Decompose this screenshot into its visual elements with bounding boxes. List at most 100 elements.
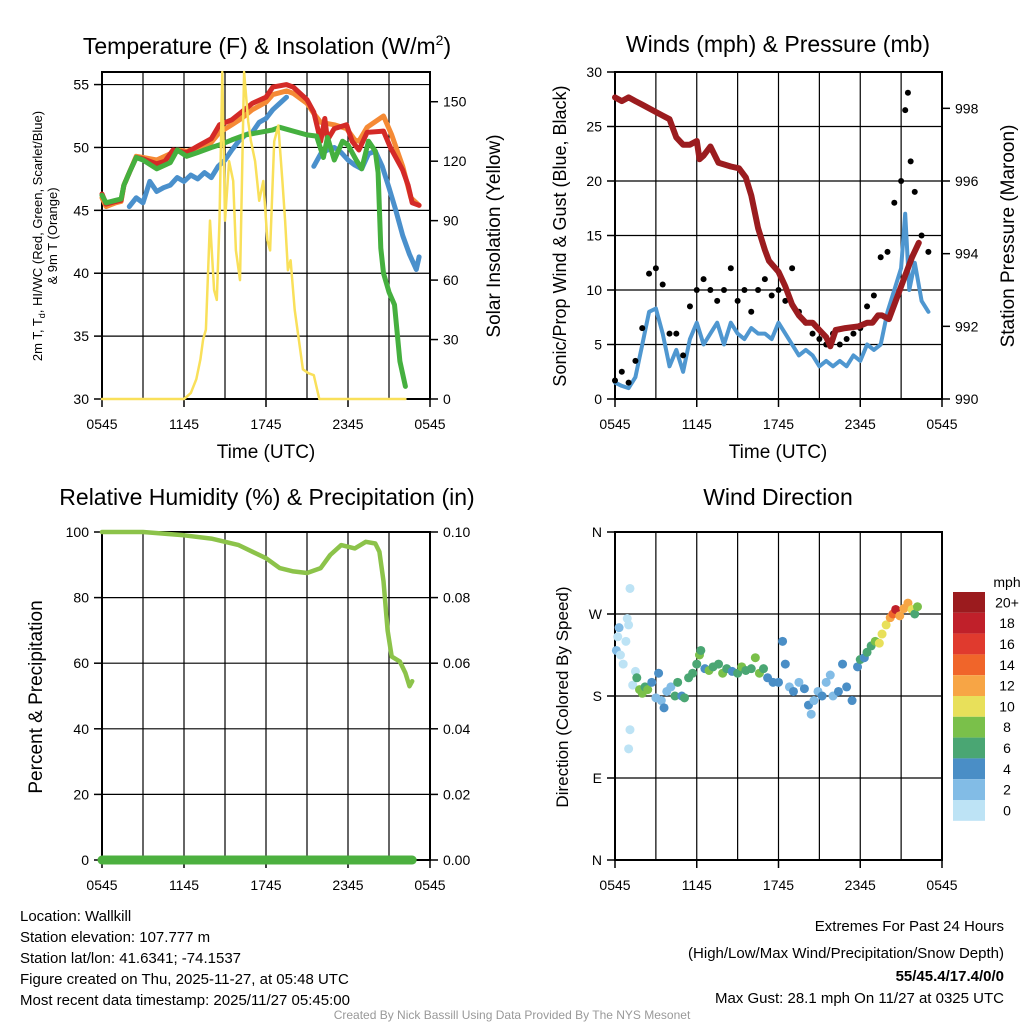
y-tick-label: 100 <box>66 524 90 540</box>
x-tick-label: 0545 <box>414 877 445 893</box>
y-tick-label: N <box>592 852 602 868</box>
gust-point <box>618 368 625 375</box>
gust-point <box>768 292 775 299</box>
pressure-y-axis-label: Station Pressure (Maroon) <box>998 125 1019 348</box>
wind-direction-point <box>679 693 689 703</box>
temperature-y-axis-label-line1: 2m T, Td, HI/WC (Red, Green, Scarlet/Blu… <box>30 111 47 361</box>
extremes-title: Extremes For Past 24 Hours <box>815 918 1004 935</box>
series-line-relative-humidity <box>99 529 415 689</box>
y2-tick-label: 0.02 <box>443 786 470 802</box>
y2-tick-label: 60 <box>443 272 459 288</box>
y-tick-label: 30 <box>586 64 602 80</box>
y-tick-label: S <box>593 688 602 704</box>
x-tick-label: 2345 <box>845 416 876 432</box>
wind-direction-point <box>696 645 706 655</box>
wind-direction-point <box>624 744 634 754</box>
x-tick-label: 1745 <box>250 877 281 893</box>
gust-point <box>693 287 700 293</box>
x-tick-label: 1745 <box>763 416 794 432</box>
legend-label: 0 <box>1003 802 1011 818</box>
wind-direction-point <box>825 670 835 680</box>
wind-direction-point <box>670 691 680 701</box>
y2-tick-label: 992 <box>955 318 979 334</box>
wind-direction-point <box>788 686 798 696</box>
legend-label: 4 <box>1003 761 1011 777</box>
wind-direction-point <box>821 677 831 687</box>
x-tick-label: 2345 <box>845 877 876 893</box>
gust-point <box>843 336 850 343</box>
x-tick-label: 0545 <box>926 416 957 432</box>
gust-point <box>612 377 618 384</box>
gust-point <box>918 232 925 239</box>
gust-point <box>782 297 789 304</box>
y2-tick-label: 990 <box>955 391 979 407</box>
legend-title: mph <box>993 574 1020 590</box>
wind-direction-point <box>881 620 891 630</box>
gust-point <box>707 287 714 293</box>
wind-direction-point <box>842 682 852 692</box>
y2-tick-label: 0.00 <box>443 852 470 868</box>
legend-color-swatch <box>953 592 985 613</box>
gust-point <box>884 248 891 255</box>
elevation-text: Station elevation: 107.777 m <box>20 929 210 946</box>
credit-text: Created By Nick Bassill Using Data Provi… <box>334 1008 691 1022</box>
y2-tick-label: 0.04 <box>443 721 470 737</box>
x-tick-label: 0545 <box>86 877 117 893</box>
gust-point <box>741 287 748 293</box>
y-tick-label: 40 <box>73 265 89 281</box>
gust-point <box>925 248 932 255</box>
legend-color-swatch <box>953 633 985 655</box>
legend-color-swatch <box>953 737 985 759</box>
y-tick-label: 5 <box>594 337 602 353</box>
wind-direction-point <box>903 598 913 608</box>
x-tick-label: 0545 <box>599 877 630 893</box>
wind-direction-point <box>794 677 804 687</box>
gust-point <box>902 107 909 114</box>
extremes-values: 55/45.4/17.4/0/0 <box>896 968 1004 985</box>
wind-direction-point <box>615 650 625 660</box>
wind-direction-point <box>613 632 623 642</box>
wind-direction-point <box>778 636 788 646</box>
gust-point <box>680 352 687 359</box>
temperature-panel-title: Temperature (F) & Insolation (W/m2) <box>83 32 451 59</box>
x-tick-label: 1745 <box>763 877 794 893</box>
wind-direction-point <box>853 662 863 672</box>
x-tick-label: 1145 <box>682 877 712 893</box>
y-tick-label: 80 <box>73 590 89 606</box>
wind-direction-point <box>624 620 634 630</box>
wind-direction-point <box>614 623 624 633</box>
y-tick-label: 30 <box>73 391 89 407</box>
wind-direction-point <box>877 629 887 639</box>
x-tick-label: 0545 <box>926 877 957 893</box>
y-tick-label: 50 <box>73 139 89 155</box>
gust-point <box>632 357 639 364</box>
wind-direction-point <box>895 611 905 621</box>
wind-direction-point <box>666 682 676 692</box>
figure-created-text: Figure created on Thu, 2025-11-27, at 05… <box>20 971 349 988</box>
x-tick-label: 1145 <box>169 877 199 893</box>
humidity-y-axis-label: Percent & Precipitation <box>26 600 47 793</box>
wind-direction-point <box>628 680 638 690</box>
series-line-td <box>99 124 408 389</box>
plot-frame <box>614 71 943 400</box>
y2-tick-label: 0 <box>443 391 451 407</box>
wind-direction-point <box>912 602 922 612</box>
insolation-y-axis-label: Solar Insolation (Yellow) <box>484 134 505 337</box>
y2-tick-label: 90 <box>443 213 459 229</box>
wind-direction-point <box>643 685 653 695</box>
temperature-y-axis-label-line2: & 9m T (Orange) <box>45 187 60 284</box>
wind-direction-point <box>891 604 901 614</box>
extremes-legend: (High/Low/Max Wind/Precipitation/Snow De… <box>688 945 1004 962</box>
gust-point <box>904 89 911 96</box>
legend-label: 14 <box>999 657 1015 673</box>
x-tick-label: 0545 <box>86 416 117 432</box>
legend-label: 10 <box>999 698 1015 714</box>
gust-point <box>673 330 680 337</box>
x-tick-label: 2345 <box>332 416 363 432</box>
plot-frame <box>101 71 431 400</box>
y2-tick-label: 0.10 <box>443 524 470 540</box>
location-text: Location: Wallkill <box>20 908 131 925</box>
y-tick-label: 10 <box>586 282 602 298</box>
y2-tick-label: 996 <box>955 173 979 189</box>
